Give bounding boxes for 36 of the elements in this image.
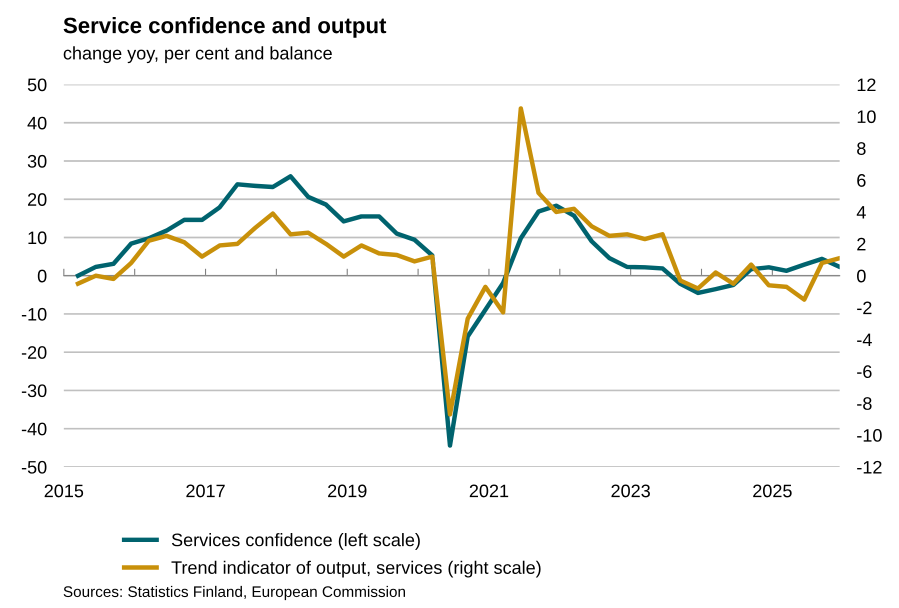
y2-tick-label: 0 <box>857 270 866 282</box>
y-tick-label: 50 <box>28 78 46 92</box>
y2-tick-label: -6 <box>857 365 872 378</box>
y-tick-label: -30 <box>22 384 46 398</box>
x-tick-label: 2021 <box>470 484 508 498</box>
y-tick-label: 30 <box>28 154 46 168</box>
x-tick-label: 2015 <box>44 484 84 498</box>
x-tick-label: 2025 <box>753 484 792 498</box>
y2-tick-label: 12 <box>858 78 876 92</box>
y2-tick-label: 6 <box>857 174 866 187</box>
chart-title: Service confidence and output <box>64 17 386 38</box>
y-tick-label: -20 <box>22 346 46 359</box>
y-tick-label: 20 <box>28 193 46 206</box>
y2-tick-label: -2 <box>857 302 872 314</box>
y-tick-label: 40 <box>27 116 46 130</box>
legend-label: Services confidence (left scale) <box>172 533 420 550</box>
x-tick-label: 2017 <box>186 484 225 498</box>
y2-tick-label: -10 <box>857 429 882 442</box>
y-tick-label: -50 <box>22 460 46 474</box>
chart-subtitle: change yoy, per cent and balance <box>64 46 332 64</box>
line-series <box>76 106 840 417</box>
y2-tick-label: -12 <box>857 460 882 474</box>
y2-tick-label: 4 <box>856 206 866 219</box>
y-tick-label: 10 <box>28 231 46 244</box>
y2-tick-label: -4 <box>857 334 872 346</box>
y-tick-label: -10 <box>22 308 46 321</box>
legend-label: Trend indicator of output, services (right scale) <box>171 560 541 578</box>
y2-tick-label: 2 <box>857 238 866 250</box>
x-tick-label: 2023 <box>611 484 650 498</box>
x-tick-label: 2019 <box>328 484 366 498</box>
y-tick-label: -40 <box>22 422 46 436</box>
y2-tick-label: 10 <box>858 110 876 124</box>
y2-tick-label: -8 <box>857 397 872 410</box>
y-tick-label: 0 <box>38 270 46 282</box>
y2-tick-label: 8 <box>857 142 866 155</box>
source-note: Sources: Statistics Finland, European Commission <box>64 586 405 600</box>
